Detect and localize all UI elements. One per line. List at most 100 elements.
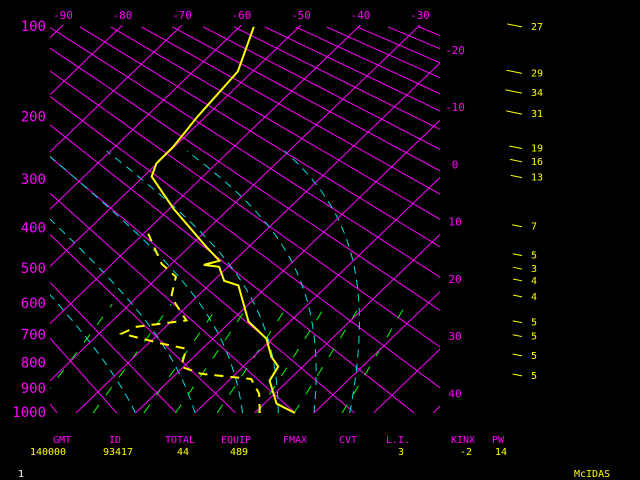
wind-barb (510, 174, 523, 179)
moist-adiabat (106, 150, 279, 413)
isotherm (194, 176, 440, 413)
isotherm (50, 25, 302, 268)
index-value: 93417 (103, 447, 133, 458)
mixing-ratio-line (257, 303, 327, 413)
wind-barb (507, 23, 523, 28)
wind-barb (513, 266, 523, 270)
isotherm (50, 25, 361, 325)
index-value: 44 (177, 447, 189, 458)
dry-adiabat (50, 156, 356, 413)
pressure-tick-label: 800 (21, 356, 46, 372)
pressure-tick-label: 400 (21, 220, 46, 236)
profile-line (150, 26, 296, 414)
wind-speed-label: 34 (531, 88, 543, 99)
index-value: 140000 (30, 447, 66, 458)
dry-adiabat (295, 26, 440, 95)
pressure-tick-label: 200 (21, 110, 46, 126)
dry-adiabat (110, 26, 440, 220)
wind-barb (509, 158, 523, 163)
wind-barb (506, 110, 523, 115)
wind-barb (512, 353, 523, 357)
dry-adiabat (387, 26, 440, 50)
temperature-tick-label: -90 (53, 9, 73, 22)
dry-adiabat (50, 337, 118, 413)
index-header: PW (492, 435, 505, 446)
background-lines (50, 25, 440, 413)
wind-barb (512, 373, 523, 377)
wind-speed-label: 5 (531, 351, 537, 362)
wind-barb (512, 224, 523, 228)
isotherm (75, 62, 440, 413)
foreground: -90 -80 -70 -60 -50 -40 -30 -20 -10 0 10 20 30 40 100 2… (12, 9, 543, 421)
wind-barb (512, 294, 523, 298)
wind-speed-label: 13 (531, 173, 543, 184)
dry-adiabat (50, 95, 440, 389)
temperature-tick-label: -70 (172, 9, 192, 22)
pressure-tick-label: 300 (21, 172, 46, 188)
index-header: KINX (451, 435, 475, 446)
isotherm (50, 25, 123, 96)
wind-barb (512, 278, 523, 282)
index-header: CVT (339, 435, 357, 446)
temperature-tick-label: 10 (448, 216, 461, 229)
pressure-tick-label: 600 (21, 296, 46, 312)
temperature-tick-label: -30 (410, 9, 430, 22)
mixing-ratio-line (341, 303, 407, 413)
dry-adiabat (50, 192, 296, 413)
dry-adiabat (141, 26, 440, 195)
wind-speed-label: 5 (531, 371, 537, 382)
moist-adiabat (186, 150, 317, 413)
wind-barb (512, 253, 523, 257)
isotherm (313, 291, 440, 413)
isotherm (50, 25, 183, 153)
pressure-tick-label: 500 (21, 261, 46, 277)
dry-adiabat (50, 233, 237, 413)
pressure-tick-label: 1000 (12, 405, 46, 421)
index-value: 489 (230, 447, 248, 458)
pressure-tick-label: 700 (21, 327, 46, 343)
wind-barb (509, 145, 523, 150)
temperature-tick-label: 30 (448, 330, 461, 343)
wind-speed-label: 5 (531, 251, 537, 262)
index-header: FMAX (283, 435, 307, 446)
wind-speed-label: 16 (531, 157, 543, 168)
index-value: 14 (495, 447, 507, 458)
wind-speed-label: 4 (531, 292, 537, 303)
moist-adiabat (50, 294, 136, 413)
wind-speed-label: 31 (531, 109, 543, 120)
index-header: EQUIP (221, 435, 251, 446)
wind-barb (512, 320, 523, 324)
wind-speed-label: 29 (531, 68, 543, 79)
temperature-tick-label: -20 (445, 44, 465, 57)
temperature-tick-label: -60 (232, 9, 252, 22)
index-value: -2 (460, 447, 472, 458)
index-header: TOTAL (165, 435, 195, 446)
wind-speed-label: 4 (531, 276, 537, 287)
dry-adiabat (50, 281, 177, 413)
moist-adiabat (50, 155, 244, 413)
temperature-tick-label: -50 (291, 9, 311, 22)
temperature-tick-label: -40 (351, 9, 371, 22)
dry-adiabat (50, 26, 440, 278)
pressure-tick-label: 900 (21, 381, 46, 397)
dry-adiabat (50, 70, 440, 348)
isotherm (135, 119, 440, 413)
wind-speed-label: 5 (531, 318, 537, 329)
index-header: ID (109, 435, 121, 446)
index-header: L.I. (386, 435, 410, 446)
isotherm (254, 233, 440, 413)
wind-barb (505, 89, 523, 94)
isotherm (373, 348, 440, 413)
temperature-tick-label: -10 (445, 101, 465, 114)
wind-speed-label: 19 (531, 144, 543, 155)
mixing-ratio-line (143, 303, 220, 413)
wind-barb (512, 334, 523, 338)
temperature-tick-label: 40 (448, 387, 461, 400)
dry-adiabat (79, 26, 440, 248)
wind-speed-label: 27 (531, 22, 543, 33)
dry-adiabat (357, 26, 440, 64)
profile-line (118, 233, 261, 414)
dry-adiabat (326, 26, 440, 79)
dry-adiabat (50, 47, 440, 311)
temperature-tick-label: 20 (448, 273, 461, 286)
